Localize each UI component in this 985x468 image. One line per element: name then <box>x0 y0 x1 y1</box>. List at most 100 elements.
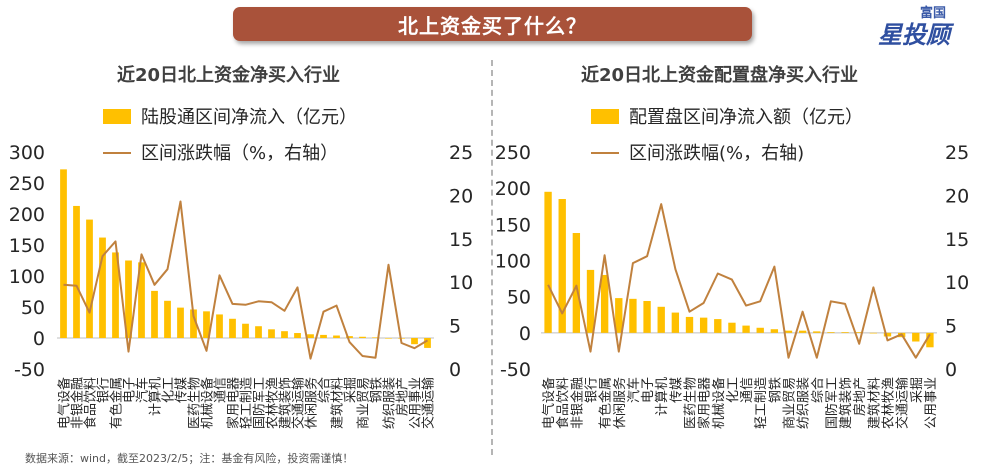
chart1-y-tick: 100 <box>9 266 45 288</box>
chart1-y-tick: 300 <box>9 142 45 164</box>
chart1-bar <box>242 323 249 338</box>
chart1-x-tick: 非银金融 <box>70 377 86 429</box>
chart1-x-tick: 商业贸易 <box>357 377 372 429</box>
chart2-y-tick: 200 <box>495 178 531 200</box>
chart2-x-tick: 通信 <box>740 377 755 403</box>
chart1-bar <box>307 334 314 338</box>
chart2-x-tick: 化工 <box>726 377 741 403</box>
chart2-x-tick: 房地产 <box>852 377 868 416</box>
chart2-x-tick: 休闲服务 <box>612 377 628 429</box>
chart2-y-tick: 250 <box>495 142 531 164</box>
chart1-y2-tick: 15 <box>449 229 473 251</box>
chart1-y-tick: -50 <box>14 359 45 381</box>
chart2-y2-tick: 0 <box>945 359 957 381</box>
chart2-bar <box>671 312 680 333</box>
chart2-bar <box>586 269 595 333</box>
chart2-bar <box>657 306 665 333</box>
chart2-y2-tick: 10 <box>945 272 969 294</box>
chart2-x-tick: 交通运输 <box>895 377 911 429</box>
chart1-bar <box>294 333 301 338</box>
chart2-bar <box>558 199 566 333</box>
chart2-x-tick: 机械设备 <box>711 377 727 429</box>
logo-line1: 富国 <box>920 6 947 21</box>
chart1-x-tick: 电子 <box>123 377 138 403</box>
chart2-y2-tick: 25 <box>945 142 969 164</box>
chart2-bar <box>544 191 552 333</box>
chart2-x-tick: 农林牧渔 <box>882 377 897 429</box>
chart1-bar <box>86 219 93 338</box>
chart2-bar <box>742 325 750 333</box>
chart1-title: 近20日北上资金净买入行业 <box>117 65 341 86</box>
chart1-x-tick: 综合 <box>318 377 333 403</box>
chart1-bar <box>216 314 223 338</box>
header-title: 北上资金买了什么？ <box>398 13 587 38</box>
chart2-legend-line-label: 区间涨跌幅(%，右轴) <box>629 143 804 164</box>
chart1-bar <box>203 311 210 338</box>
chart1-x-tick: 农林牧渔 <box>266 377 281 429</box>
chart1-bar <box>60 169 67 338</box>
chart1-x-tick: 休闲服务 <box>304 377 320 429</box>
chart2-bar <box>714 319 722 333</box>
chart2-bar <box>798 330 807 333</box>
chart2-x-tick: 建筑装饰 <box>838 377 854 429</box>
chart1-x-tick: 通信 <box>214 377 229 403</box>
chart1-legend-bar-label: 陆股通区间净流入（亿元） <box>141 107 357 128</box>
chart2-x-tick: 医药生物 <box>684 377 699 429</box>
chart1-x-tick: 纺织服装 <box>383 377 398 429</box>
chart1-x-tick: 公用事业 <box>409 377 424 429</box>
chart1-bar <box>99 237 106 338</box>
chart1-x-tick: 计算机 <box>149 377 164 416</box>
chart1-y-tick: 250 <box>9 173 45 195</box>
chart1-x-tick: 建筑材料 <box>330 377 346 429</box>
chart1-x-tick: 国防军工 <box>252 377 268 429</box>
chart1-x-tick: 钢铁 <box>370 377 385 403</box>
chart1-y2-tick: 20 <box>449 185 473 207</box>
brand-logo: 富国 星投顾 <box>870 2 980 49</box>
chart1-x-tick: 采掘 <box>344 377 359 403</box>
chart2-bar <box>615 298 623 333</box>
chart2-x-tick: 电子 <box>641 377 656 403</box>
chart1-bar <box>73 205 80 338</box>
chart1-x-tick: 交通运输 <box>421 377 437 429</box>
chart1-x-tick: 建筑装饰 <box>278 377 294 429</box>
chart1-bar <box>385 338 392 339</box>
chart1-bar <box>151 290 158 338</box>
chart2-bar <box>756 327 764 333</box>
chart2-bar <box>926 332 934 348</box>
chart2-x-tick: 传媒 <box>669 377 684 403</box>
chart2-bar <box>869 332 878 334</box>
chart2-bar <box>883 332 892 337</box>
chart2-x-tick: 采掘 <box>910 377 925 403</box>
logo-line2: 星投顾 <box>878 21 950 49</box>
chart2-x-tick: 有色金属 <box>598 377 614 429</box>
chart2-line-series <box>547 203 931 359</box>
chart2-y-tick: 50 <box>507 287 531 309</box>
chart2-bar <box>699 317 708 333</box>
chart1-x-tick: 传媒 <box>175 377 190 403</box>
chart1-y2-tick: 5 <box>449 316 461 338</box>
chart1-y2-tick: 10 <box>449 272 473 294</box>
chart2-x-tick: 综合 <box>811 377 826 403</box>
chart1-x-tick: 汽车 <box>135 377 151 403</box>
chart2-x-tick: 轻工制造 <box>754 377 769 429</box>
chart2-legend-bar-swatch <box>591 109 619 124</box>
chart2-x-tick: 国防军工 <box>824 377 840 429</box>
footer-source: 数据来源：wind，截至2023/2/5；注：基金有风险，投资需谨慎！ <box>25 452 354 465</box>
chart2-title: 近20日北上资金配置盘净买入行业 <box>581 65 859 86</box>
chart1-y-tick: 50 <box>21 297 45 319</box>
chart1-x-tick: 有色金属 <box>109 377 125 429</box>
chart2-x-tick: 商业贸易 <box>783 377 798 429</box>
chart2-bar <box>770 329 779 333</box>
chart1-x-tick: 银行 <box>97 377 112 403</box>
chart1-bar <box>164 300 171 338</box>
chart2-bar <box>912 332 920 342</box>
chart2-x-tick: 建筑材料 <box>866 377 882 429</box>
chart1-bar <box>255 326 262 338</box>
chart1-x-tick: 交通运输 <box>291 377 307 429</box>
chart1-bar <box>281 331 288 338</box>
chart1-y2-tick: 0 <box>449 359 461 381</box>
chart2-x-tick: 银行 <box>585 377 600 403</box>
chart1-bar <box>372 337 379 338</box>
chart1-x-tick: 化工 <box>162 377 177 403</box>
